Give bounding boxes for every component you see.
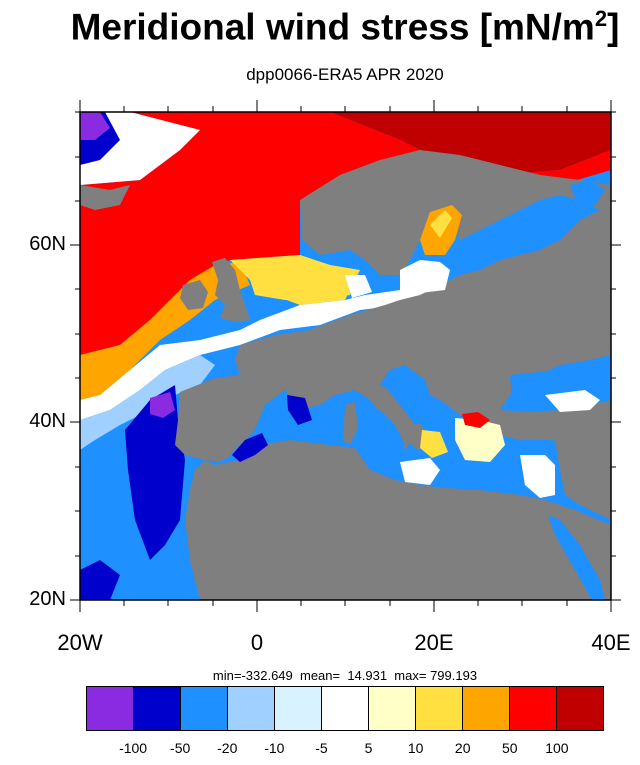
lon-label-20e: 20E (414, 630, 454, 655)
land-anatolia (480, 400, 611, 445)
lon-label-0: 0 (250, 630, 264, 655)
sea-central-white-patch (400, 458, 440, 485)
sea-aegean-red (462, 412, 490, 428)
map-field (80, 112, 611, 600)
colorbar-tick-label: 10 (407, 740, 424, 756)
land-great-britain (212, 258, 250, 322)
lat-label-60n: 60N (29, 233, 66, 255)
sea-alboran-dark-blue (232, 433, 268, 462)
colorbar-tick-label: 5 (364, 740, 373, 756)
colorbar-swatch (510, 687, 557, 730)
land-europe (235, 205, 611, 450)
colorbar-swatch (275, 687, 322, 730)
field-band-dark-red (330, 112, 611, 175)
field-band-purple (150, 392, 175, 418)
sea-white-sea (570, 180, 605, 205)
sea-north-sea-white (345, 275, 372, 298)
lon-label-40e: 40E (591, 630, 631, 655)
sea-levant-white (520, 455, 555, 498)
colorbar-tick-label: 50 (502, 740, 518, 756)
colorbar-tick-label: -20 (217, 740, 238, 756)
colorbar-tick-label: -100 (119, 740, 148, 756)
colorbar-tick-label: -10 (264, 740, 285, 756)
field-dark-blue-south (80, 560, 120, 600)
colorbar-swatch (369, 687, 416, 730)
land-ireland (180, 280, 208, 310)
lon-ticks (79, 100, 612, 612)
land-middle-east (555, 440, 611, 520)
lon-label-20w: 20W (57, 630, 103, 655)
colorbar-swatch (416, 687, 463, 730)
land-iberia (175, 373, 285, 462)
sea-balearic-dark-blue (287, 395, 312, 425)
land-italy (380, 385, 430, 450)
sea-red-sea (548, 515, 605, 600)
sea-tyrrhenian (358, 410, 405, 455)
sea-ionian-yellow (420, 430, 448, 458)
colorbar-swatch (228, 687, 275, 730)
colorbar-swatch (322, 687, 369, 730)
sea-north-sea (245, 258, 355, 300)
sea-adriatic (385, 372, 425, 425)
colorbar-tick-label: 20 (454, 740, 471, 756)
sea-black-white (545, 390, 600, 412)
field-band-orange (80, 262, 250, 400)
stats-line: min=-332.649 mean= 14.931 max= 799.193 (212, 668, 478, 683)
map-subtitle: dpp0066-ERA5 APR 2020 (246, 65, 444, 84)
sea-bothnia-yellow (430, 210, 452, 238)
sea-baltic (400, 260, 450, 293)
sea-mediterranean-central (355, 445, 560, 495)
colorbar-tick-label: -50 (170, 740, 191, 756)
colorbar-swatch (557, 687, 603, 730)
field-nw-purple (80, 112, 110, 140)
colorbar-swatch (87, 687, 134, 730)
colorbar-tick-label: -5 (315, 740, 328, 756)
field-band-light-blue (80, 355, 215, 450)
lat-ticks (70, 111, 621, 601)
colorbar (86, 686, 604, 731)
colorbar-tick-label: 100 (545, 740, 569, 756)
lat-label-20n: 20N (29, 588, 66, 610)
colorbar-swatch (181, 687, 228, 730)
colorbar-swatch (134, 687, 181, 730)
lat-label-40n: 40N (29, 410, 66, 432)
colorbar-swatch (463, 687, 510, 730)
sea-aegean (455, 418, 505, 462)
land-north-island (80, 185, 130, 210)
land-north-africa (185, 440, 611, 600)
land-sardinia-corsica (343, 402, 358, 445)
field-band-dark-blue (125, 385, 185, 560)
map-title: Meridional wind stress [mN/m2] (70, 6, 620, 48)
